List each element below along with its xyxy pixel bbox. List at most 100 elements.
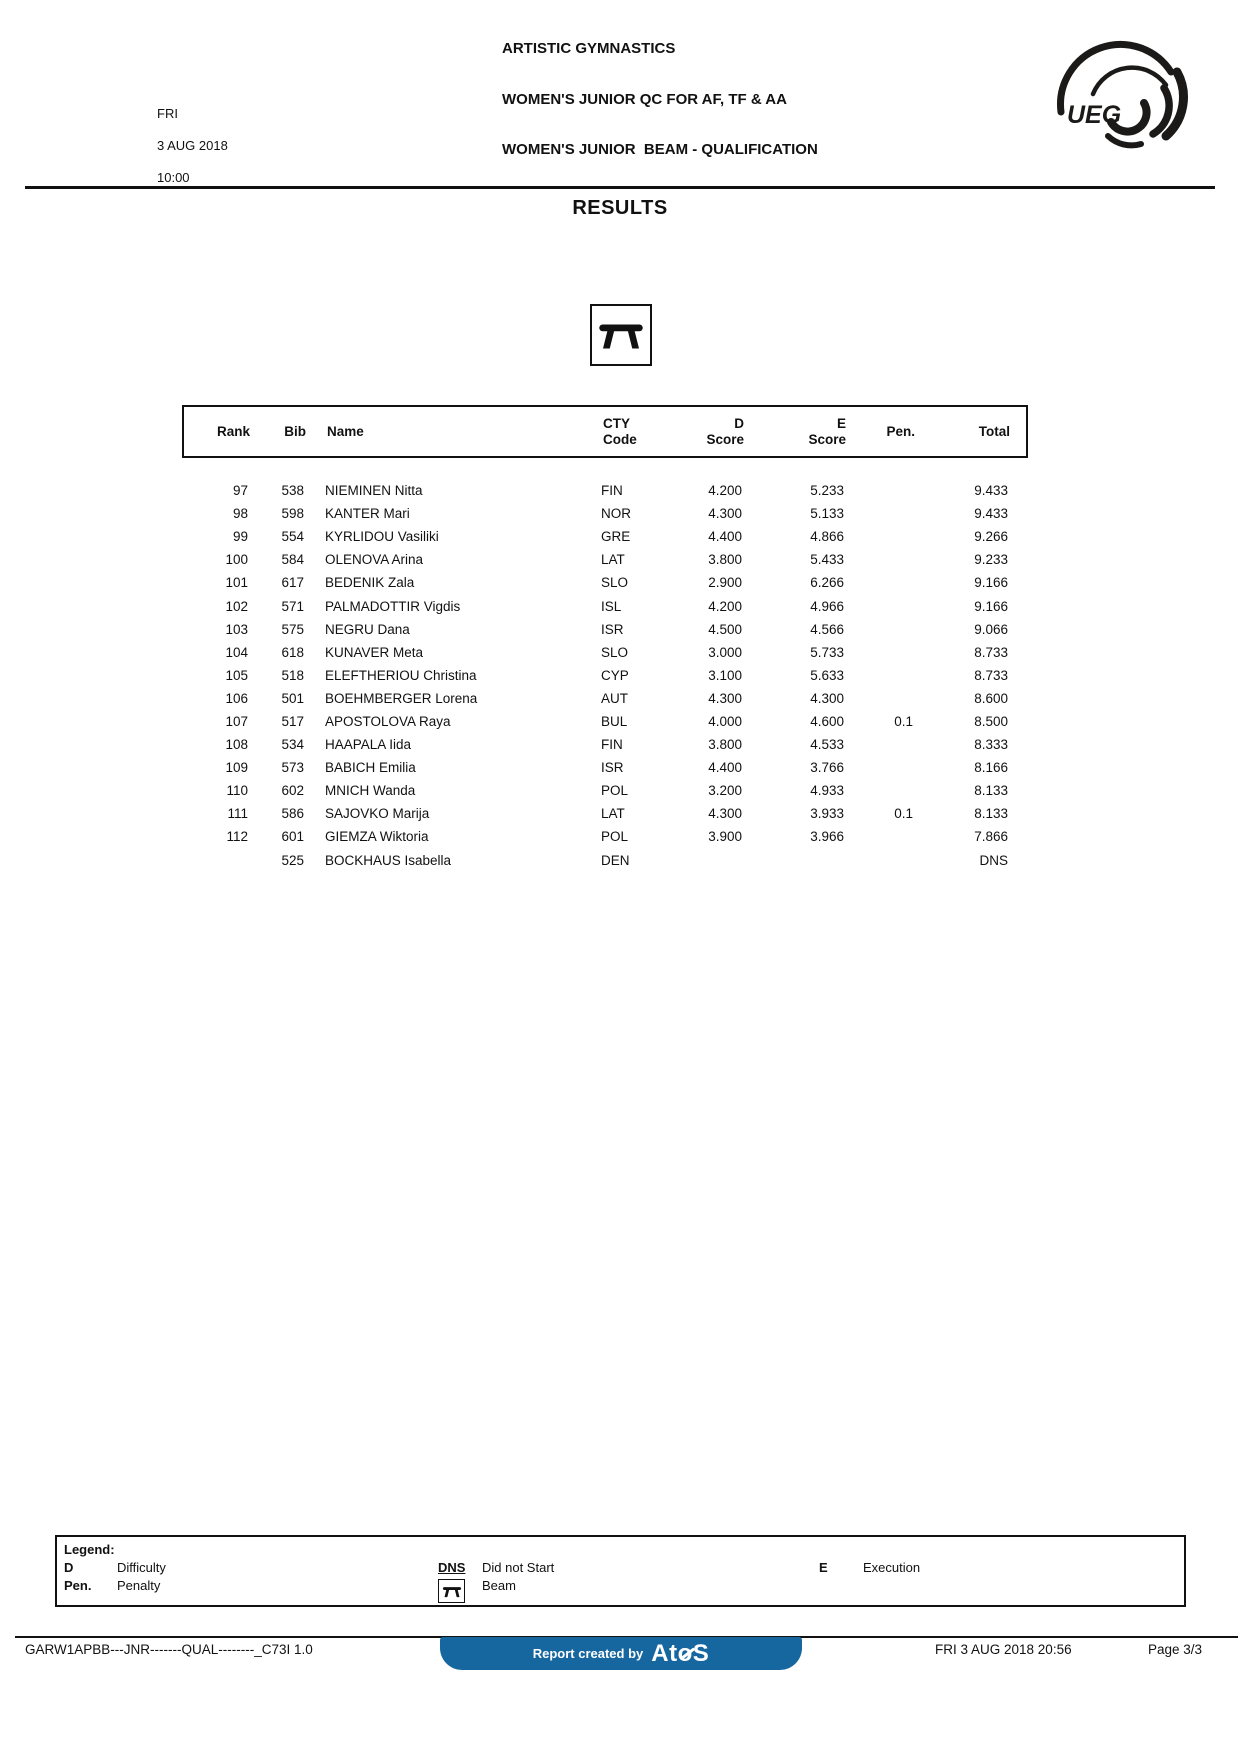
legend-pen-term: Pen.: [64, 1578, 92, 1593]
name-cell: NEGRU Dana: [325, 621, 410, 637]
col-e-score: E Score: [808, 415, 846, 447]
d-score-cell: 3.200: [708, 783, 742, 799]
col-bib: Bib: [284, 423, 306, 439]
bib-cell: 575: [281, 621, 304, 637]
bib-cell: 584: [281, 552, 304, 568]
table-row: 101 617 BEDENIK Zala SLO 2.900 6.266 9.1…: [182, 571, 1011, 594]
beam-icon: [590, 304, 652, 366]
ueg-logo-text: UEG: [1067, 101, 1121, 129]
ueg-logo: UEG: [1057, 40, 1188, 149]
name-cell: ELEFTHERIOU Christina: [325, 667, 477, 683]
table-row: 106 501 BOEHMBERGER Lorena AUT 4.300 4.3…: [182, 687, 1011, 710]
table-row: 100 584 OLENOVA Arina LAT 3.800 5.433 9.…: [182, 548, 1011, 571]
legend-d-term: D: [64, 1560, 74, 1575]
e-score-cell: 5.133: [810, 506, 844, 522]
table-row: 99 554 KYRLIDOU Vasiliki GRE 4.400 4.866…: [182, 525, 1011, 548]
name-cell: KANTER Mari: [325, 506, 410, 522]
total-cell: 8.133: [974, 783, 1008, 799]
table-row: 108 534 HAAPALA Iida FIN 3.800 4.533 8.3…: [182, 733, 1011, 756]
table-row: 109 573 BABICH Emilia ISR 4.400 3.766 8.…: [182, 756, 1011, 779]
name-cell: PALMADOTTIR Vigdis: [325, 598, 461, 614]
rank-cell: 99: [232, 529, 248, 545]
penalty-cell: 0.1: [894, 713, 913, 729]
rank-cell: 105: [225, 667, 248, 683]
penalty-cell: 0.1: [894, 806, 913, 822]
bib-cell: 525: [281, 852, 304, 868]
table-row: 111 586 SAJOVKO Marija LAT 4.300 3.933 0…: [182, 802, 1011, 825]
name-cell: BOCKHAUS Isabella: [325, 852, 452, 868]
bib-cell: 573: [281, 760, 304, 776]
rank-cell: 110: [226, 783, 248, 799]
e-score-cell: 5.633: [810, 667, 844, 683]
d-score-cell: 4.400: [708, 760, 742, 776]
country-cell: SLO: [601, 575, 629, 591]
name-cell: NIEMINEN Nitta: [325, 483, 423, 499]
competition-title: WOMEN'S JUNIOR QC FOR AF, TF & AA: [502, 91, 787, 108]
e-score-cell: 4.533: [810, 737, 844, 753]
name-cell: APOSTOLOVA Raya: [325, 713, 451, 729]
page-number: Page 3/3: [1148, 1642, 1203, 1657]
table-row: 107 517 APOSTOLOVA Raya BUL 4.000 4.600 …: [182, 710, 1011, 733]
rank-cell: 111: [227, 806, 248, 822]
e-score-cell: 4.300: [810, 690, 844, 706]
header-divider: [25, 186, 1215, 189]
legend-title: Legend:: [64, 1542, 115, 1557]
bib-cell: 554: [281, 529, 304, 545]
d-score-cell: 3.000: [708, 644, 742, 660]
col-name: Name: [327, 423, 364, 439]
name-cell: MNICH Wanda: [325, 783, 416, 799]
d-score-cell: 3.800: [708, 552, 742, 568]
name-cell: KUNAVER Meta: [325, 644, 424, 660]
country-cell: FIN: [601, 737, 623, 753]
name-cell: KYRLIDOU Vasiliki: [325, 529, 439, 545]
document-code: GARW1APBB---JNR-------QUAL--------_C73I …: [25, 1642, 313, 1657]
country-cell: LAT: [601, 806, 625, 822]
country-cell: DEN: [601, 852, 630, 868]
total-cell: 8.733: [974, 667, 1008, 683]
bib-cell: 517: [281, 713, 304, 729]
table-row: 525 BOCKHAUS Isabella DEN DNS: [182, 849, 1011, 872]
table-row: 104 618 KUNAVER Meta SLO 3.000 5.733 8.7…: [182, 641, 1011, 664]
rank-cell: 106: [225, 690, 248, 706]
bib-cell: 538: [281, 483, 304, 499]
rank-cell: 101: [225, 575, 248, 591]
legend-dns-term: DNS: [438, 1560, 466, 1575]
page-title: RESULTS: [572, 197, 668, 219]
country-cell: BUL: [601, 713, 628, 729]
e-score-cell: 4.933: [810, 783, 844, 799]
table-row: 102 571 PALMADOTTIR Vigdis ISL 4.200 4.9…: [182, 594, 1011, 617]
total-cell: 9.166: [974, 598, 1008, 614]
total-cell: 9.433: [974, 483, 1008, 499]
col-d-score: D Score: [706, 415, 744, 447]
beam-icon-small: [438, 1579, 465, 1603]
event-title: WOMEN'S JUNIOR BEAM - QUALIFICATION: [502, 141, 818, 158]
total-cell: 8.500: [974, 713, 1008, 729]
table-row: 110 602 MNICH Wanda POL 3.200 4.933 8.13…: [182, 779, 1011, 802]
col-total: Total: [978, 423, 1010, 439]
e-score-cell: 4.866: [810, 529, 844, 545]
rank-cell: 97: [232, 483, 248, 499]
bib-cell: 571: [281, 598, 304, 614]
name-cell: BOEHMBERGER Lorena: [325, 690, 478, 706]
d-score-cell: 4.000: [708, 713, 742, 729]
total-cell: 7.866: [974, 829, 1008, 845]
total-cell: 8.333: [974, 737, 1008, 753]
legend: Legend: D Difficulty DNS Did not Start E…: [55, 1535, 1186, 1607]
d-score-cell: 4.300: [708, 506, 742, 522]
sport-title: ARTISTIC GYMNASTICS: [502, 40, 676, 57]
country-cell: POL: [601, 829, 629, 845]
bib-cell: 586: [281, 806, 304, 822]
total-cell: 9.166: [974, 575, 1008, 591]
d-score-cell: 4.200: [708, 598, 742, 614]
report-datetime: FRI 3 AUG 2018 20:56: [935, 1642, 1072, 1657]
col-rank: Rank: [216, 423, 250, 439]
table-row: 98 598 KANTER Mari NOR 4.300 5.133 9.433: [182, 502, 1011, 525]
country-cell: CYP: [601, 667, 629, 683]
country-cell: NOR: [601, 506, 631, 522]
bib-cell: 617: [281, 575, 304, 591]
total-cell: DNS: [979, 852, 1008, 868]
col-country: CTY Code: [603, 415, 637, 447]
total-cell: 9.266: [974, 529, 1008, 545]
rank-cell: 109: [225, 760, 248, 776]
d-score-cell: 3.800: [708, 737, 742, 753]
